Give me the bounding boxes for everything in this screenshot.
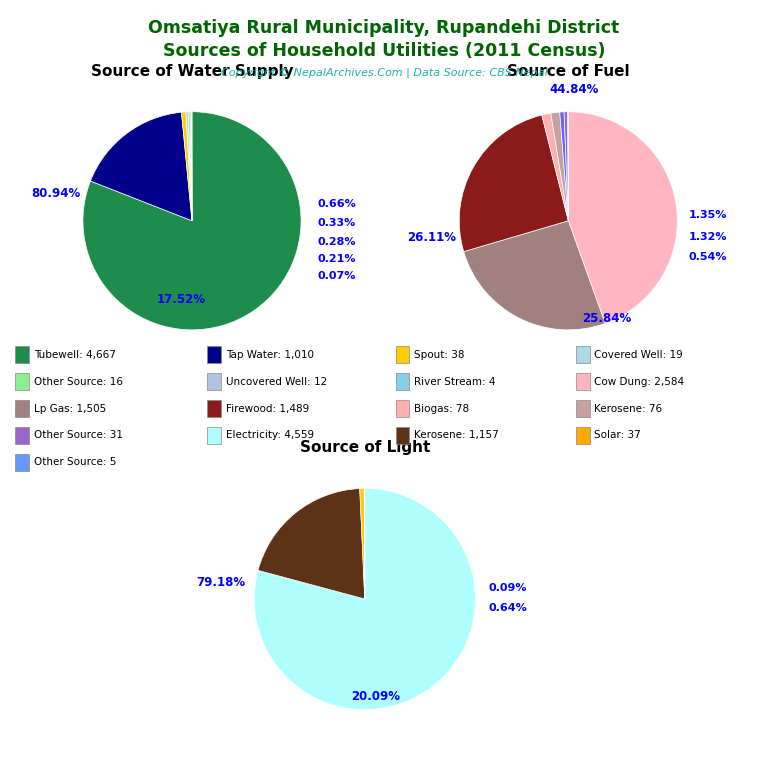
Wedge shape <box>186 112 192 221</box>
Text: River Stream: 4: River Stream: 4 <box>414 376 495 387</box>
Wedge shape <box>359 488 365 599</box>
Text: Kerosene: 1,157: Kerosene: 1,157 <box>414 430 498 441</box>
Text: 20.09%: 20.09% <box>351 690 400 703</box>
Text: 1.35%: 1.35% <box>688 210 727 220</box>
Wedge shape <box>258 488 365 599</box>
Wedge shape <box>459 115 568 252</box>
Text: Other Source: 5: Other Source: 5 <box>34 457 116 468</box>
Wedge shape <box>190 112 192 221</box>
Text: 25.84%: 25.84% <box>582 313 631 326</box>
Title: Source of Light: Source of Light <box>300 441 430 455</box>
Wedge shape <box>541 113 568 221</box>
Text: 17.52%: 17.52% <box>157 293 206 306</box>
Text: Copyright © NepalArchives.Com | Data Source: CBS Nepal: Copyright © NepalArchives.Com | Data Sou… <box>220 68 548 78</box>
Text: Other Source: 31: Other Source: 31 <box>34 430 123 441</box>
Wedge shape <box>564 112 568 221</box>
Wedge shape <box>188 112 192 221</box>
Text: 0.54%: 0.54% <box>688 252 727 262</box>
Text: Sources of Household Utilities (2011 Census): Sources of Household Utilities (2011 Cen… <box>163 42 605 60</box>
Wedge shape <box>464 221 605 329</box>
Text: Tap Water: 1,010: Tap Water: 1,010 <box>226 349 314 360</box>
Text: 1.32%: 1.32% <box>688 232 727 242</box>
Text: Spout: 38: Spout: 38 <box>414 349 465 360</box>
Wedge shape <box>568 111 677 323</box>
Text: 44.84%: 44.84% <box>549 84 598 97</box>
Text: 0.07%: 0.07% <box>317 271 356 281</box>
Text: Solar: 37: Solar: 37 <box>594 430 641 441</box>
Text: Other Source: 16: Other Source: 16 <box>34 376 123 387</box>
Text: Biogas: 78: Biogas: 78 <box>414 403 469 414</box>
Wedge shape <box>254 488 475 710</box>
Wedge shape <box>551 112 568 221</box>
Title: Source of Water Supply: Source of Water Supply <box>91 65 293 79</box>
Text: Electricity: 4,559: Electricity: 4,559 <box>226 430 314 441</box>
Text: Kerosene: 76: Kerosene: 76 <box>594 403 663 414</box>
Text: Cow Dung: 2,584: Cow Dung: 2,584 <box>594 376 684 387</box>
Title: Source of Fuel: Source of Fuel <box>507 65 630 79</box>
Text: 0.21%: 0.21% <box>317 254 356 264</box>
Wedge shape <box>91 112 192 221</box>
Text: 0.64%: 0.64% <box>488 603 528 613</box>
Text: 26.11%: 26.11% <box>408 230 456 243</box>
Wedge shape <box>560 112 568 221</box>
Text: Tubewell: 4,667: Tubewell: 4,667 <box>34 349 116 360</box>
Text: Firewood: 1,489: Firewood: 1,489 <box>226 403 309 414</box>
Text: 0.28%: 0.28% <box>317 237 356 247</box>
Text: 0.09%: 0.09% <box>488 583 527 593</box>
Text: 80.94%: 80.94% <box>31 187 81 200</box>
Text: Omsatiya Rural Municipality, Rupandehi District: Omsatiya Rural Municipality, Rupandehi D… <box>148 19 620 37</box>
Text: Covered Well: 19: Covered Well: 19 <box>594 349 684 360</box>
Wedge shape <box>83 111 301 330</box>
Text: 79.18%: 79.18% <box>197 576 246 589</box>
Text: 0.33%: 0.33% <box>317 218 356 228</box>
Text: Lp Gas: 1,505: Lp Gas: 1,505 <box>34 403 106 414</box>
Text: 0.66%: 0.66% <box>317 200 356 210</box>
Wedge shape <box>181 112 192 221</box>
Text: Uncovered Well: 12: Uncovered Well: 12 <box>226 376 327 387</box>
